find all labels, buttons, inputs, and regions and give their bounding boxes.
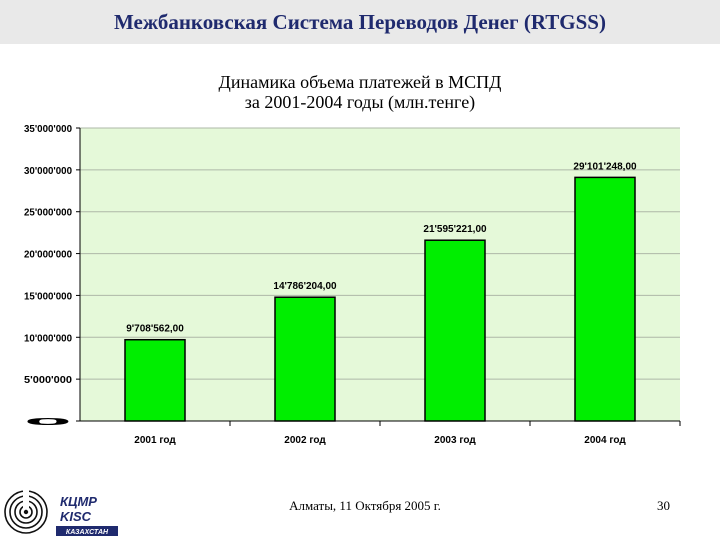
kisc-logo: КЦМР KISC КАЗАХСТАН [4,489,118,536]
slide-header: Межбанковская Система Переводов Денег (R… [0,0,720,44]
chart-title: Динамика объема платежей в МСПД за 2001-… [0,72,720,112]
page-number: 30 [657,498,670,513]
y-tick-label: 25'000'000 [24,208,72,219]
y-tick-label: 15'000'000 [24,291,72,302]
x-tick-label: 2001 год [134,435,176,446]
logo-line-3: КАЗАХСТАН [66,529,109,536]
chart-title-line-1: Динамика объема платежей в МСПД [218,72,502,92]
bar [424,239,486,422]
bar [574,176,636,422]
data-label: 29'101'248,00 [573,161,637,172]
y-tick-label: 35'000'000 [24,124,72,135]
x-tick-label: 2004 год [584,435,626,446]
data-label: 14'786'204,00 [273,281,337,292]
x-tick-label: 2002 год [284,435,326,446]
logo-line-1: КЦМР [60,494,97,509]
slide-title: Межбанковская Система Переводов Денег (R… [114,9,606,34]
data-label: 9'708'562,00 [126,324,184,335]
x-tick-label: 2003 год [434,435,476,446]
bar [274,296,336,422]
y-tick-label: 10'000'000 [24,333,72,344]
footer-location-date: Алматы, 11 Октября 2005 г. [289,498,441,513]
y-tick-label: 0 [24,417,76,428]
data-label: 21'595'221,00 [423,224,487,235]
y-tick-label: 5'000'000 [24,375,72,386]
y-tick-label: 30'000'000 [24,166,72,177]
chart-title-line-2: за 2001-2004 годы (млн.тенге) [244,92,476,112]
bar [124,338,186,422]
y-tick-label: 20'000'000 [24,250,72,261]
logo-line-2: KISC [60,509,92,524]
